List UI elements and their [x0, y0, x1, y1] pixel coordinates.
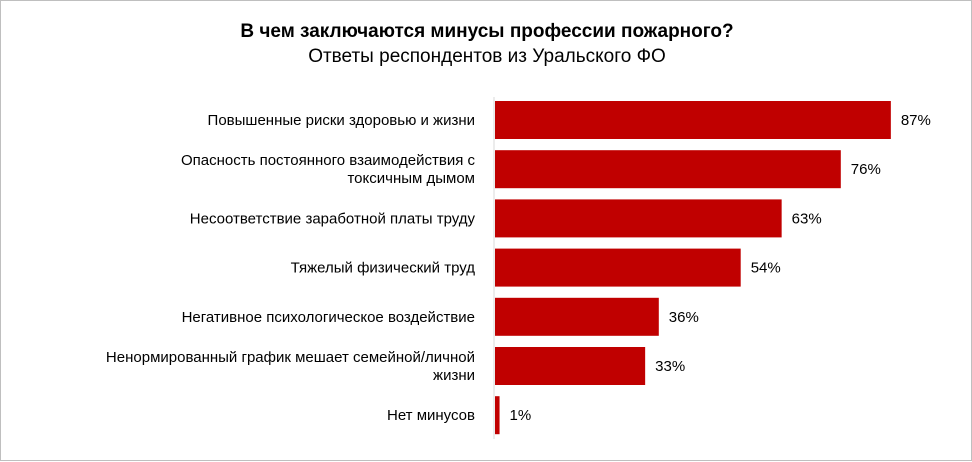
category-label: Негативное психологическое воздействие	[182, 309, 475, 326]
bar	[495, 396, 500, 435]
bar	[495, 248, 741, 287]
chart-subtitle: Ответы респондентов из Уральского ФО	[308, 46, 666, 67]
bar	[495, 101, 891, 139]
bar-value-label: 54%	[751, 260, 781, 277]
category-label-line: Ненормированный график мешает семейной/л…	[106, 349, 475, 366]
category-label: Ненормированный график мешает семейной/л…	[106, 349, 475, 384]
category-label-line: Нет минусов	[387, 407, 475, 424]
category-label-line: Несоответствие заработной платы труду	[190, 210, 476, 227]
category-label-line: токсичным дымом	[347, 170, 475, 187]
bar-value-label: 33%	[655, 358, 685, 375]
category-label: Тяжелый физический труд	[291, 260, 476, 277]
bar-value-label: 63%	[792, 210, 822, 227]
category-label: Несоответствие заработной платы труду	[190, 210, 476, 227]
bar	[495, 297, 659, 336]
bar	[495, 150, 841, 189]
bar-value-label: 36%	[669, 309, 699, 326]
category-label-line: Повышенные риски здоровью и жизни	[208, 112, 475, 129]
bar	[495, 199, 782, 238]
bar	[495, 347, 646, 385]
category-label-line: Тяжелый физический труд	[291, 260, 476, 277]
bar-value-label: 1%	[510, 407, 532, 424]
category-label-line: Опасность постоянного взаимодействия с	[181, 152, 476, 169]
category-label: Повышенные риски здоровью и жизни	[208, 112, 475, 129]
category-label: Опасность постоянного взаимодействия с то…	[181, 152, 476, 187]
bar-value-label: 87%	[901, 112, 931, 129]
category-label: Нет минусов	[387, 407, 475, 424]
bar-value-label: 76%	[851, 161, 881, 178]
chart-title: В чем заключаются минусы профессии пожар…	[240, 21, 734, 42]
category-label-line: Негативное психологическое воздействие	[182, 309, 475, 326]
category-label-line: жизни	[433, 367, 475, 384]
